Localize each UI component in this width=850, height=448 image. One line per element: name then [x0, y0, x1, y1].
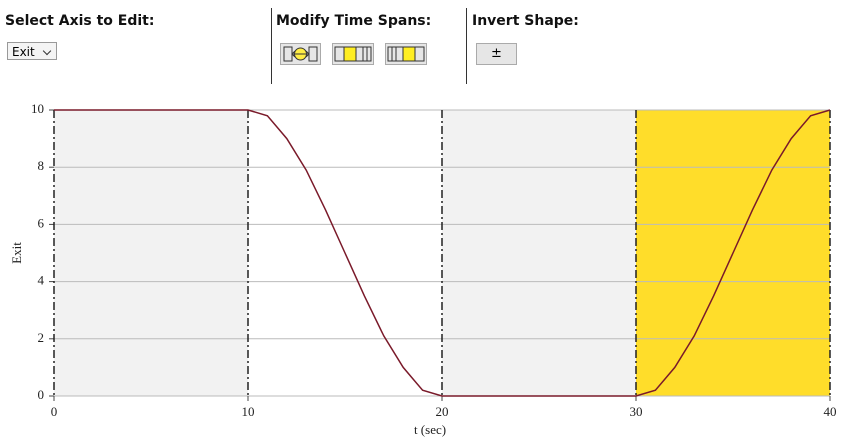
shift-right-button[interactable]	[385, 43, 427, 65]
modify-label: Modify Time Spans:	[276, 13, 432, 29]
x-tick-label: 10	[242, 404, 255, 419]
select-axis-label: Select Axis to Edit:	[5, 13, 155, 29]
separator	[271, 8, 272, 84]
y-tick-label: 10	[31, 101, 44, 116]
x-tick-label: 20	[436, 404, 449, 419]
invert-button[interactable]: ±	[476, 43, 517, 65]
invert-label: Invert Shape:	[472, 13, 579, 29]
y-tick-label: 8	[38, 158, 45, 173]
y-tick-label: 2	[38, 330, 45, 345]
x-axis-label: t (sec)	[414, 422, 446, 437]
y-tick-label: 4	[38, 273, 45, 288]
separator	[466, 8, 467, 84]
x-tick-label: 0	[51, 404, 58, 419]
time-span	[442, 110, 636, 396]
icon	[283, 46, 318, 62]
time-span	[248, 110, 442, 396]
y-tick-label: 0	[38, 387, 45, 402]
x-tick-label: 40	[824, 404, 837, 419]
time-span	[54, 110, 248, 396]
y-tick-label: 6	[38, 215, 45, 230]
icon	[334, 46, 372, 62]
stretch-button[interactable]	[280, 43, 321, 65]
time-span	[636, 110, 830, 396]
curve	[54, 109, 831, 397]
y-axis-label: Exit	[9, 242, 24, 264]
x-tick-label: 30	[630, 404, 643, 419]
shift-left-button[interactable]	[332, 43, 374, 65]
icon	[387, 46, 425, 62]
axis-dropdown[interactable]: Exit	[7, 42, 57, 60]
